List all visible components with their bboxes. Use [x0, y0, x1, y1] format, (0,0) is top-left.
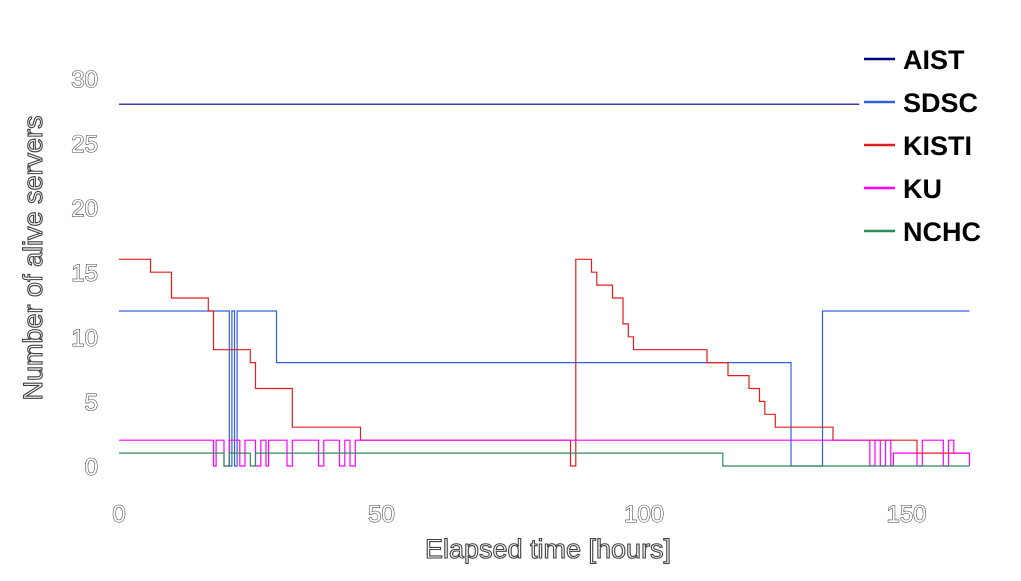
y-tick-label: 10 — [71, 325, 98, 352]
legend-item-nchc: NCHC — [864, 217, 981, 247]
legend-label: KU — [903, 174, 942, 204]
y-tick-label: 20 — [71, 196, 98, 223]
y-tick-label: 0 — [85, 454, 98, 481]
legend-item-kisti: KISTI — [864, 131, 972, 161]
legend-label: SDSC — [903, 88, 978, 118]
y-tick-label: 30 — [71, 66, 98, 93]
series-lines — [119, 103, 971, 467]
legend-label: AIST — [903, 45, 965, 75]
series-line-nchc — [119, 452, 970, 467]
series-line-sdsc — [119, 310, 970, 467]
x-axis-label: Elapsed time [hours] — [425, 534, 671, 564]
legend-item-ku: KU — [864, 174, 942, 204]
series-line-kisti — [119, 258, 970, 467]
legend-item-aist: AIST — [864, 45, 965, 75]
legend-label: KISTI — [903, 131, 972, 161]
x-axis-tick-labels: 0 50 100 150 — [112, 500, 927, 528]
x-tick-label: 0 — [112, 501, 125, 528]
y-tick-label: 15 — [71, 260, 98, 287]
legend-item-sdsc: SDSC — [864, 88, 978, 118]
y-axis-tick-labels: 0 5 10 15 20 25 30 — [71, 66, 99, 482]
y-axis-label: Number of alive servers — [18, 115, 48, 400]
legend-label: NCHC — [903, 217, 981, 247]
x-tick-label: 100 — [624, 501, 664, 528]
y-tick-label: 5 — [85, 389, 98, 416]
x-tick-label: 150 — [886, 501, 926, 528]
x-tick-label: 50 — [368, 501, 395, 528]
legend: AIST SDSC KISTI KU NCHC — [864, 45, 981, 247]
y-tick-label: 25 — [71, 131, 98, 158]
